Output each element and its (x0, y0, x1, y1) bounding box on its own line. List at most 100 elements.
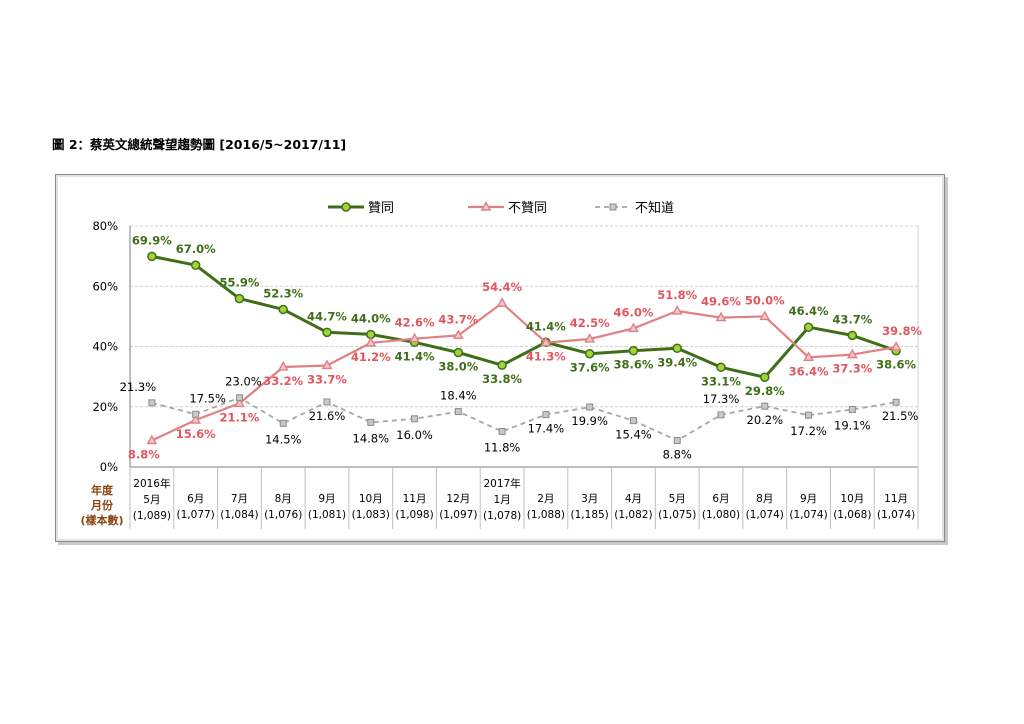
data-point (235, 394, 243, 402)
year-label: 2016年 (133, 477, 170, 490)
legend-marker (609, 203, 617, 211)
data-label: 54.4% (482, 280, 522, 294)
data-point (890, 341, 902, 351)
data-label: 11.8% (484, 440, 521, 454)
data-point (498, 427, 506, 435)
data-point (716, 362, 726, 373)
data-point (761, 402, 769, 410)
data-label: 42.6% (395, 316, 435, 330)
data-label: 8.8% (128, 447, 160, 461)
axes: 0% 20% 40% 60% 80% 2016年 5月 (1,089) 6月 (1,077) 7月 (… (80, 219, 919, 529)
data-point (147, 251, 157, 262)
data-label: 18.4% (440, 389, 477, 403)
data-label: 17.2% (790, 424, 827, 438)
data-label: 41.2% (351, 350, 391, 364)
month-label: 6月 (187, 493, 204, 505)
month-label: 11月 (403, 493, 427, 505)
data-label: 41.3% (526, 350, 566, 364)
data-label: 67.0% (176, 242, 216, 256)
legend-marker (341, 202, 351, 212)
data-point (715, 311, 727, 322)
month-label: 7月 (231, 493, 248, 505)
month-label: 9月 (800, 493, 817, 505)
data-point (846, 348, 858, 359)
data-point (629, 417, 637, 425)
legend-label: 不知道 (635, 200, 674, 216)
data-label: 21.5% (882, 409, 919, 423)
data-point (584, 333, 596, 343)
data-label: 29.8% (745, 384, 785, 398)
figure-title: 圖 2：蔡英文總統聲望趨勢圖 [2016/5~2017/11] (52, 137, 347, 152)
sample-size-label: (1,097) (439, 509, 477, 521)
month-label: 5月 (669, 493, 686, 505)
row-label: (樣本數) (80, 513, 123, 527)
sample-size-label: (1,088) (527, 509, 565, 521)
data-label: 20.2% (747, 413, 784, 427)
sample-size-label: (1,080) (702, 509, 740, 521)
data-point (628, 322, 639, 333)
data-point (321, 359, 333, 370)
data-labels: 69.9%67.0%55.9%52.3%44.7% 44.0%41.4%38.0%… (120, 233, 923, 461)
data-label: 15.4% (615, 428, 652, 442)
data-label: 16.0% (396, 428, 433, 442)
data-point (803, 322, 814, 332)
data-point (453, 347, 464, 358)
data-point (496, 297, 508, 307)
sample-size-label: (1,076) (264, 509, 302, 521)
data-label: 21.1% (219, 410, 259, 424)
month-label: 8月 (275, 493, 292, 505)
data-point (803, 351, 814, 362)
data-label: 36.4% (789, 364, 829, 378)
data-label: 14.8% (353, 431, 390, 445)
data-label: 33.2% (263, 374, 303, 388)
data-point (146, 434, 158, 445)
data-label: 69.9% (132, 233, 172, 247)
data-label: 33.1% (701, 374, 741, 388)
data-point (586, 403, 594, 411)
legend-marker (480, 201, 492, 211)
month-label: 5月 (143, 494, 160, 506)
data-label: 17.5% (189, 391, 226, 405)
data-point (322, 327, 332, 338)
data-label: 38.0% (438, 360, 478, 374)
data-point (584, 348, 595, 359)
data-label: 17.4% (528, 422, 565, 436)
data-point (409, 332, 420, 343)
data-point (234, 293, 245, 304)
data-label: 50.0% (745, 293, 785, 307)
data-point (671, 305, 683, 315)
data-label: 14.5% (265, 432, 302, 446)
series-line (151, 302, 897, 442)
data-label: 33.7% (307, 372, 347, 386)
data-label: 44.0% (351, 311, 391, 325)
month-label: 1月 (494, 494, 511, 506)
data-point (760, 372, 770, 382)
data-label: 19.1% (834, 418, 871, 432)
data-label: 46.4% (789, 304, 829, 318)
data-label: 33.8% (482, 372, 522, 386)
data-point (892, 398, 900, 406)
month-label: 3月 (581, 493, 598, 505)
year-label: 2017年 (483, 477, 520, 490)
sample-size-label: (1,068) (833, 509, 871, 521)
data-label: 46.0% (613, 305, 653, 319)
sample-size-label: (1,084) (220, 509, 258, 521)
data-point (234, 397, 245, 408)
y-tick-label: 0% (100, 460, 118, 474)
data-point (542, 411, 550, 419)
sample-size-label: (1,074) (789, 509, 827, 521)
data-point (454, 408, 462, 416)
data-point (190, 414, 202, 424)
data-label: 51.8% (657, 288, 697, 302)
data-label: 39.4% (657, 355, 697, 369)
month-label: 11月 (884, 493, 908, 505)
month-label: 10月 (840, 493, 864, 505)
data-label: 21.3% (120, 380, 157, 394)
month-label: 12月 (446, 493, 470, 505)
y-tick-label: 60% (92, 279, 118, 293)
chart-frame (55, 174, 945, 542)
row-label: 年度 (91, 483, 114, 497)
data-label: 21.6% (309, 409, 346, 423)
data-label: 37.3% (832, 362, 872, 376)
